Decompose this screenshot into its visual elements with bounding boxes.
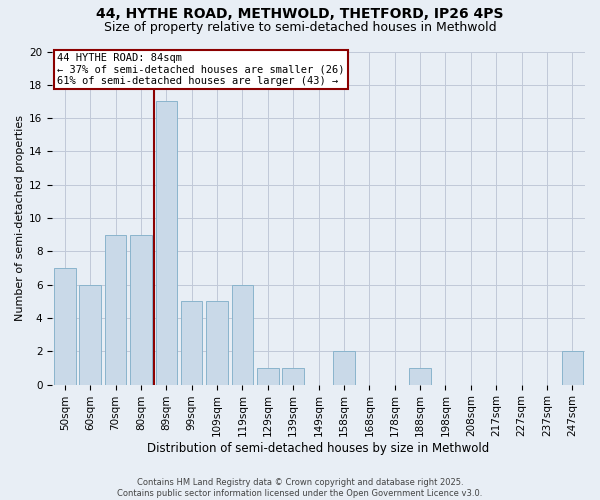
Bar: [54, 268, 76, 384]
Bar: [206, 302, 228, 384]
Text: 44, HYTHE ROAD, METHWOLD, THETFORD, IP26 4PS: 44, HYTHE ROAD, METHWOLD, THETFORD, IP26…: [96, 8, 504, 22]
Y-axis label: Number of semi-detached properties: Number of semi-detached properties: [15, 115, 25, 321]
Bar: [181, 302, 202, 384]
X-axis label: Distribution of semi-detached houses by size in Methwold: Distribution of semi-detached houses by …: [148, 442, 490, 455]
Bar: [562, 352, 583, 384]
Bar: [105, 234, 127, 384]
Bar: [283, 368, 304, 384]
Bar: [79, 284, 101, 384]
Bar: [130, 234, 152, 384]
Text: 44 HYTHE ROAD: 84sqm
← 37% of semi-detached houses are smaller (26)
61% of semi-: 44 HYTHE ROAD: 84sqm ← 37% of semi-detac…: [58, 53, 345, 86]
Text: Contains HM Land Registry data © Crown copyright and database right 2025.
Contai: Contains HM Land Registry data © Crown c…: [118, 478, 482, 498]
Bar: [409, 368, 431, 384]
Bar: [257, 368, 278, 384]
Text: Size of property relative to semi-detached houses in Methwold: Size of property relative to semi-detach…: [104, 21, 496, 34]
Bar: [232, 284, 253, 384]
Bar: [155, 102, 177, 385]
Bar: [333, 352, 355, 384]
